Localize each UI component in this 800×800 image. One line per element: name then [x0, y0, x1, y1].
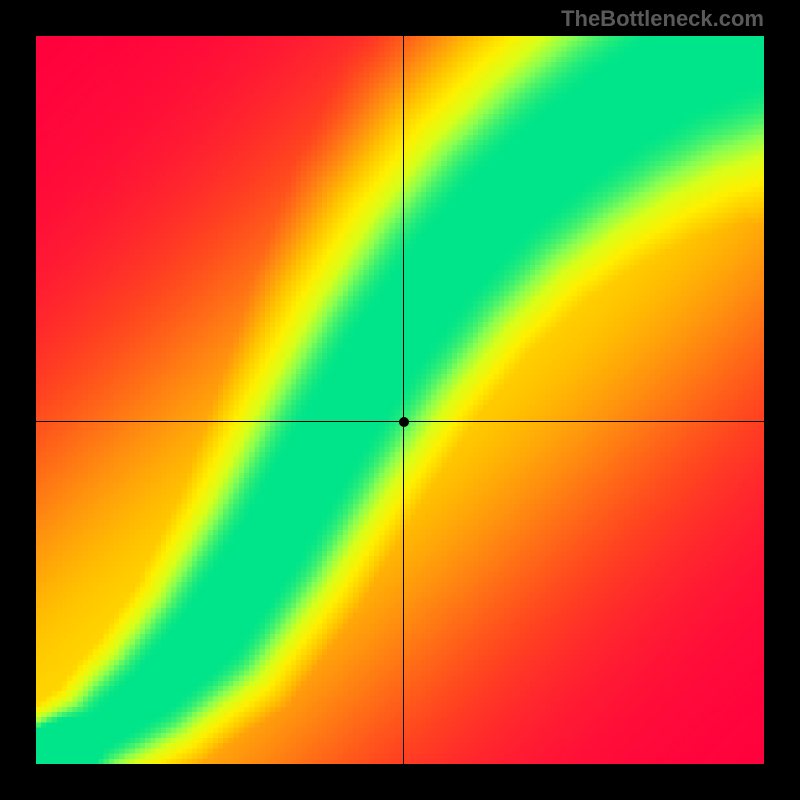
crosshair-marker	[399, 417, 409, 427]
crosshair-vertical	[403, 36, 404, 764]
plot-area	[36, 36, 764, 764]
watermark: TheBottleneck.com	[561, 6, 764, 32]
heatmap-canvas	[36, 36, 764, 764]
